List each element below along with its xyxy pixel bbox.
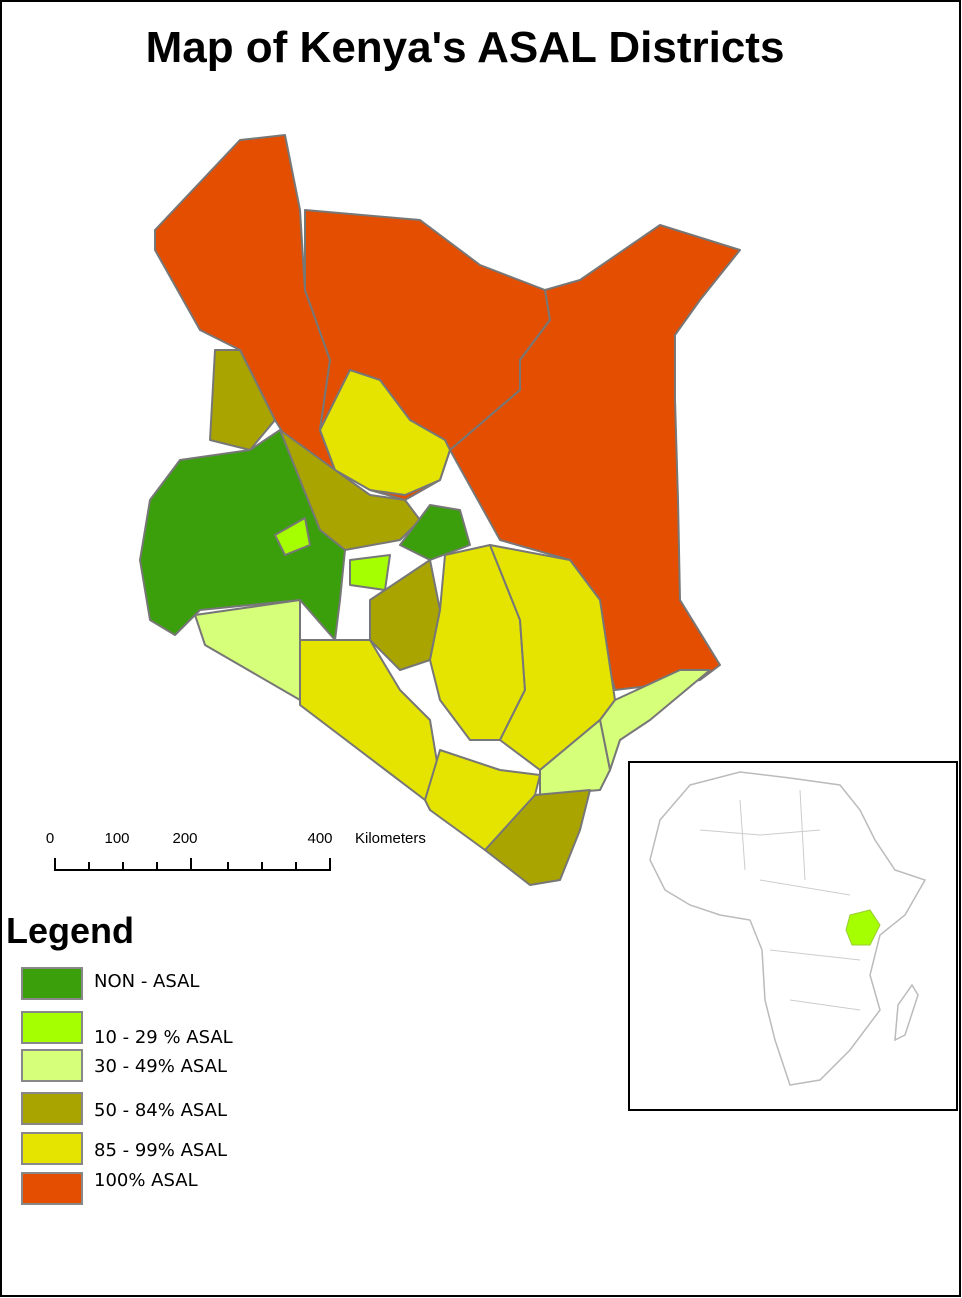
legend-title: Legend [6,910,134,951]
district [349,554,391,591]
district [209,349,276,451]
map-title: Map of Kenya's ASAL Districts [146,23,785,72]
madagascar [894,983,919,1042]
legend-swatch [21,1132,83,1165]
district [399,504,471,561]
kenya-highlight [845,909,881,946]
legend-swatch [21,1172,83,1205]
legend-label: 50 - 84% ASAL [94,1100,227,1121]
district [539,719,611,796]
africa-outline [649,771,927,1086]
legend-label: 10 - 29 % ASAL [94,1027,233,1048]
legend-label: 85 - 99% ASAL [94,1140,227,1161]
district [484,789,591,886]
legend-label: NON - ASAL [94,971,199,992]
scale-label: 100 [104,830,129,847]
legend-swatch [21,967,83,1000]
scale-label: 0 [46,830,54,847]
scale-bar: 0 100 200 400 Kilometers [46,830,426,871]
district [319,369,451,496]
country-borders [699,789,861,1011]
legend-label: 100% ASAL [94,1170,198,1191]
kenya-map [139,134,741,886]
scale-unit: Kilometers [355,830,426,847]
district [274,517,311,556]
legend-swatch [21,1049,83,1082]
district [139,429,346,641]
scale-label: 200 [172,830,197,847]
scale-label: 400 [307,830,332,847]
district [299,639,441,801]
scale-line [54,858,331,871]
legend-label: 30 - 49% ASAL [94,1056,227,1077]
legend-swatch [21,1092,83,1125]
legend: Legend NON - ASAL 10 - 29 % ASAL 30 - 49% … [6,910,233,1205]
legend-swatch [21,1011,83,1044]
inset-map [628,761,958,1111]
